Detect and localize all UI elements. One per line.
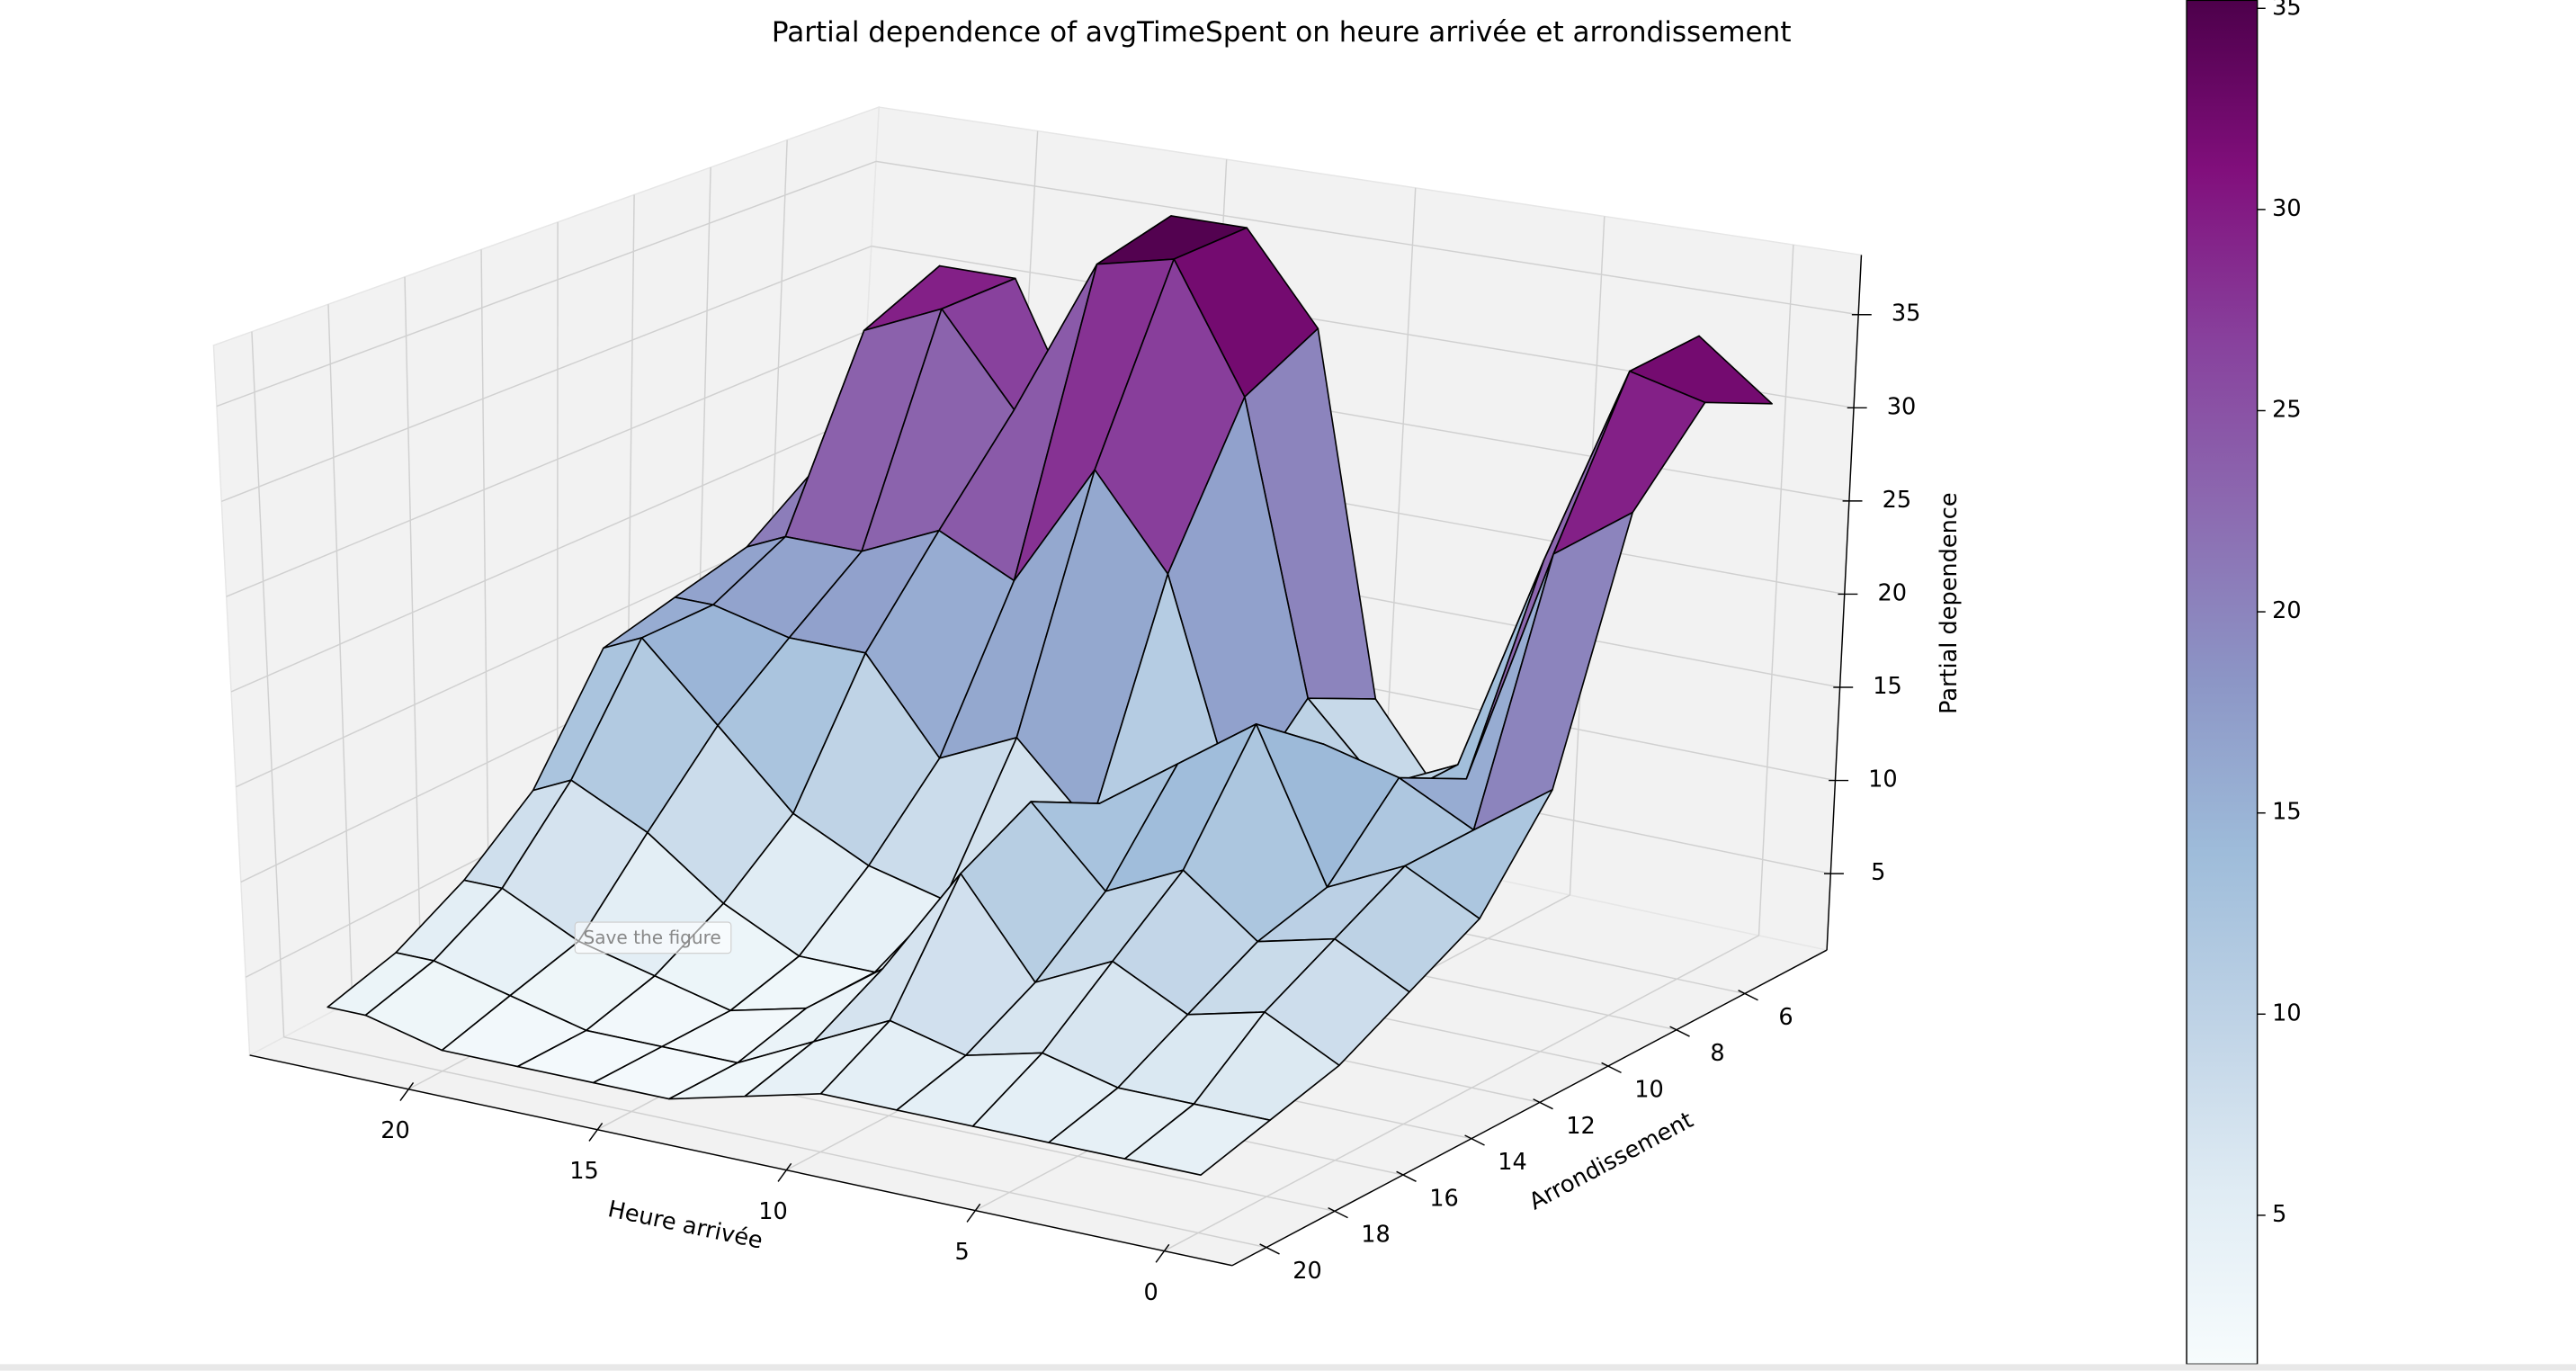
z-tick-label: 25 xyxy=(1883,487,1912,514)
colorbar-tick-label: 35 xyxy=(2272,0,2302,21)
y-tick xyxy=(1396,1170,1417,1182)
x-tick-label: 15 xyxy=(569,1158,599,1185)
grid-line xyxy=(404,276,422,965)
grid-line xyxy=(251,331,285,1037)
chart-title: Partial dependence of avgTimeSpent on he… xyxy=(772,16,1792,49)
tooltip-box xyxy=(574,921,732,954)
y-tick-label: 18 xyxy=(1361,1222,1391,1249)
y-tick xyxy=(1328,1206,1348,1219)
y-tick-label: 20 xyxy=(1292,1258,1322,1285)
x-tick xyxy=(588,1122,604,1142)
y-tick xyxy=(1533,1098,1553,1110)
x-tick-label: 0 xyxy=(1144,1279,1158,1306)
grid-line xyxy=(230,415,863,693)
z-tick-label: 5 xyxy=(1871,859,1885,886)
x-tick xyxy=(399,1082,415,1101)
x-tick xyxy=(1155,1243,1170,1263)
y-tick xyxy=(1738,990,1758,1001)
colorbar-tick-label: 5 xyxy=(2272,1201,2286,1228)
y-tick-label: 16 xyxy=(1429,1185,1459,1212)
grid-line xyxy=(327,304,353,1001)
colorbar-tick-label: 20 xyxy=(2272,597,2302,624)
x-tick xyxy=(777,1162,792,1182)
z-axis xyxy=(1826,255,1863,951)
grid-line xyxy=(221,245,872,503)
tooltip: Save the figure xyxy=(583,927,720,948)
x-tick-label: 5 xyxy=(954,1239,969,1266)
y-tick-label: 6 xyxy=(1778,1004,1793,1031)
toolbar-strip xyxy=(0,1364,2576,1371)
y-tick xyxy=(1601,1062,1622,1074)
x-tick-label: 20 xyxy=(380,1117,410,1144)
colorbar-tick-label: 25 xyxy=(2272,396,2302,423)
y-tick xyxy=(1669,1026,1690,1037)
y-tick xyxy=(1259,1243,1280,1255)
colorbar xyxy=(2186,0,2258,1366)
grid-line xyxy=(480,249,490,928)
x-tick-label: 10 xyxy=(758,1198,788,1225)
surface-face xyxy=(1123,1103,1271,1176)
z-tick-label: 30 xyxy=(1887,393,1917,420)
grid-line xyxy=(283,1036,1267,1249)
z-tick-label: 20 xyxy=(1877,579,1907,606)
y-axis xyxy=(1231,949,1828,1267)
y-tick-label: 8 xyxy=(1710,1040,1724,1067)
grid-line xyxy=(875,160,1859,316)
y-tick-label: 14 xyxy=(1498,1149,1527,1176)
y-tick-label: 10 xyxy=(1634,1076,1664,1103)
colorbar-tick-label: 10 xyxy=(2272,999,2302,1026)
z-tick-label: 15 xyxy=(1873,673,1902,700)
x-axis xyxy=(249,1054,1233,1267)
x-axis-label: Heure arrivée xyxy=(605,1196,765,1255)
x-tick xyxy=(966,1203,981,1223)
z-axis-label: Partial dependence xyxy=(1936,492,1963,714)
colorbar-tick-label: 15 xyxy=(2272,799,2302,826)
colorbar-tick-label: 30 xyxy=(2272,195,2302,222)
y-tick xyxy=(1464,1134,1485,1146)
z-tick-label: 35 xyxy=(1892,300,1921,327)
y-axis-label: Arrondissement xyxy=(1525,1107,1697,1215)
grid-line xyxy=(1758,245,1794,936)
grid-line xyxy=(216,160,877,408)
grid-line xyxy=(1163,935,1759,1252)
grid-line xyxy=(226,330,867,597)
z-tick-label: 10 xyxy=(1868,766,1898,793)
y-tick-label: 12 xyxy=(1566,1113,1596,1140)
